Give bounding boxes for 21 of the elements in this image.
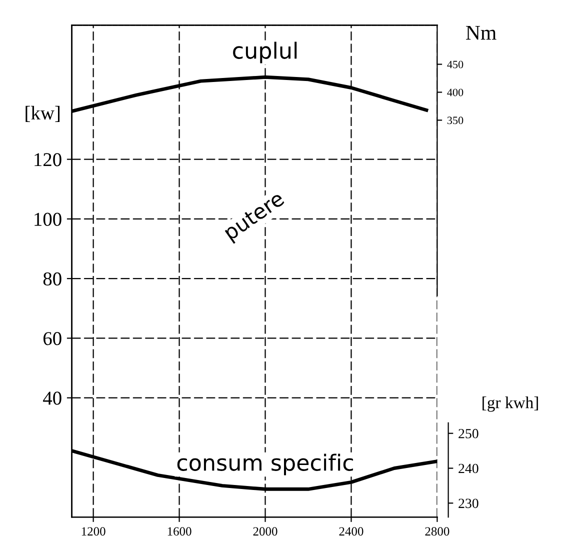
series-label: consum specific — [177, 454, 353, 476]
y2-tick-label: 450 — [447, 60, 464, 68]
y-tick-label: 120 — [34, 153, 62, 166]
x-tick-label: 2400 — [339, 527, 364, 536]
y-tick-label: 80 — [43, 272, 62, 286]
x-tick-label: 1600 — [168, 527, 192, 536]
y3-tick-label: 250 — [458, 428, 478, 438]
y3-tick-label: 230 — [458, 498, 478, 508]
series-label: cuplul — [233, 42, 297, 64]
y2-tick-label: 400 — [447, 88, 464, 96]
y2-tick-label: 350 — [447, 116, 464, 124]
y2-axis-title: Nm — [466, 26, 496, 40]
x-tick-label: 2000 — [253, 527, 278, 536]
x-tick-label: 1200 — [82, 527, 106, 536]
y-tick-label: 60 — [43, 332, 62, 346]
x-tick-label: 2800 — [425, 527, 450, 536]
y-tick-label: 40 — [43, 392, 62, 405]
y3-tick-label: 240 — [458, 464, 478, 474]
y3-axis-title: [gr kwh] — [482, 396, 538, 412]
y-tick-label: 100 — [34, 212, 62, 226]
y-axis-title: [kw] — [26, 106, 60, 122]
